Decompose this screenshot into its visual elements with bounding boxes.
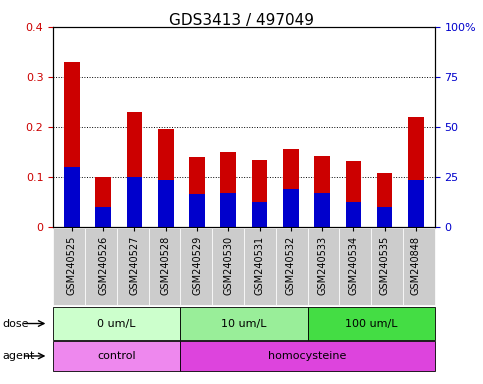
Text: dose: dose bbox=[2, 318, 29, 329]
Bar bbox=[314, 193, 330, 227]
Text: 10 um/L: 10 um/L bbox=[221, 318, 267, 329]
Bar bbox=[252, 160, 268, 227]
Bar bbox=[220, 193, 236, 227]
Bar bbox=[408, 180, 424, 227]
Bar bbox=[283, 189, 298, 227]
Bar bbox=[158, 180, 173, 227]
Bar bbox=[252, 202, 268, 227]
Text: 100 um/L: 100 um/L bbox=[345, 318, 398, 329]
Text: 0 um/L: 0 um/L bbox=[98, 318, 136, 329]
Text: agent: agent bbox=[2, 351, 35, 361]
Bar bbox=[377, 207, 393, 227]
Bar bbox=[345, 202, 361, 227]
Bar bbox=[64, 167, 80, 227]
Bar bbox=[95, 207, 111, 227]
Text: homocysteine: homocysteine bbox=[269, 351, 347, 361]
Bar bbox=[345, 161, 361, 227]
Bar bbox=[314, 156, 330, 227]
Bar bbox=[95, 177, 111, 227]
Bar bbox=[283, 149, 298, 227]
Bar bbox=[158, 129, 173, 227]
Bar bbox=[377, 173, 393, 227]
Bar bbox=[189, 157, 205, 227]
Bar bbox=[127, 177, 142, 227]
Bar bbox=[64, 62, 80, 227]
Bar bbox=[189, 194, 205, 227]
Bar bbox=[220, 152, 236, 227]
Text: control: control bbox=[98, 351, 136, 361]
Bar bbox=[408, 117, 424, 227]
Bar bbox=[127, 112, 142, 227]
Text: GDS3413 / 497049: GDS3413 / 497049 bbox=[169, 13, 314, 28]
